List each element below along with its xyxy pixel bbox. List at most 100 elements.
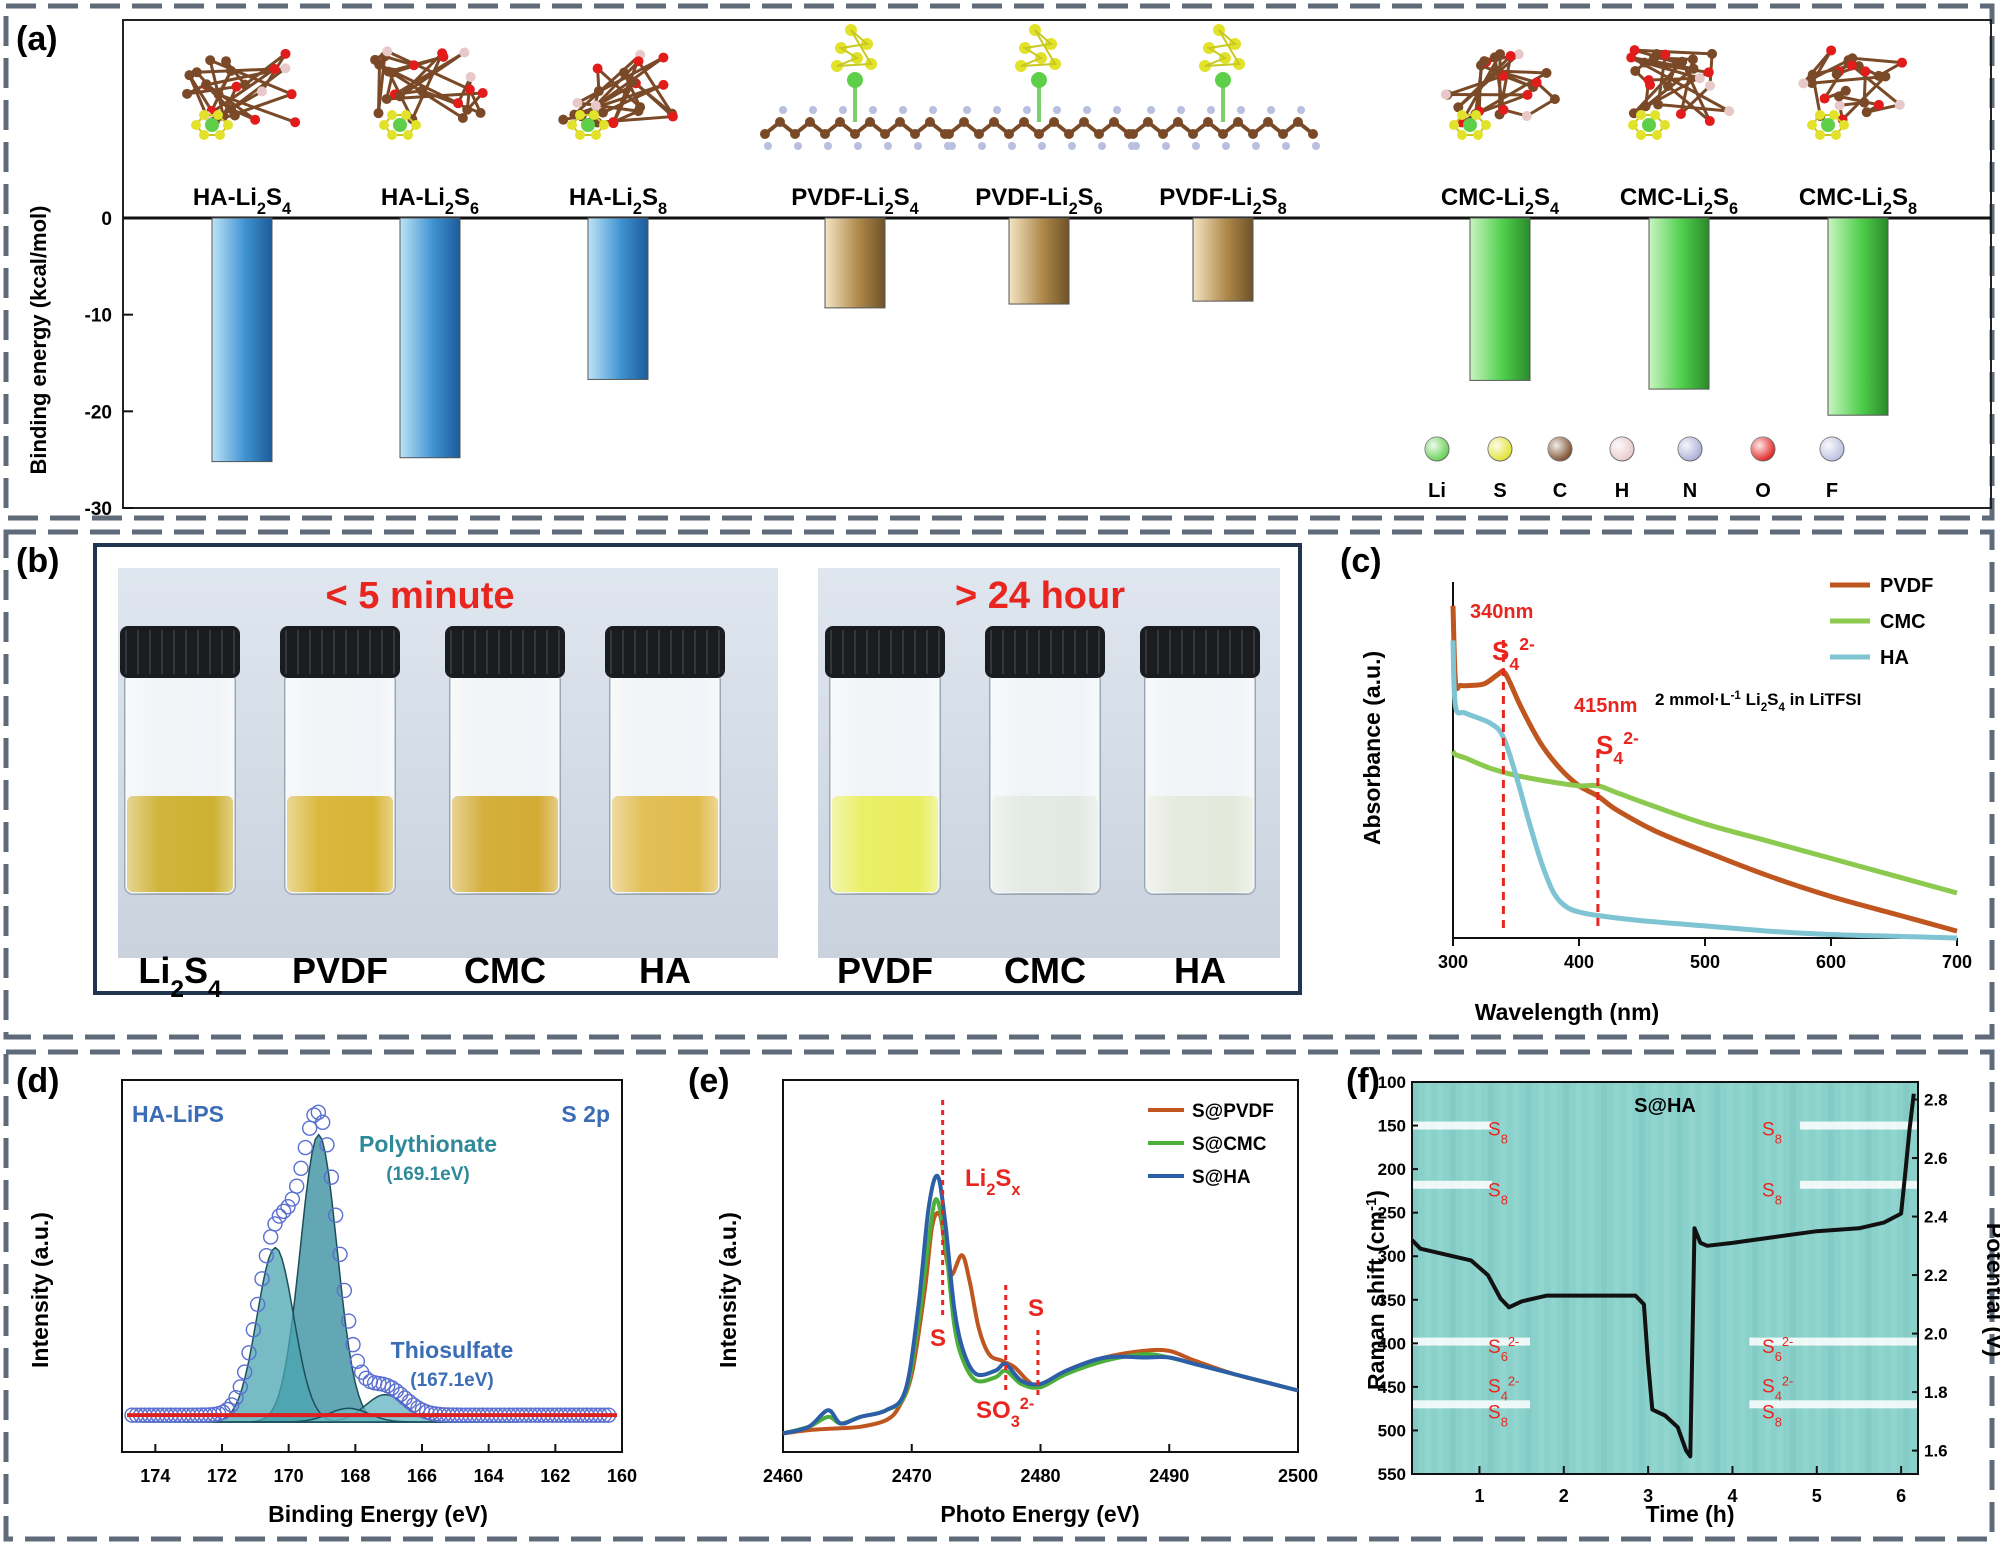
heatmap-texture [1613,1082,1620,1474]
chart-f-y2tick-label: 1.8 [1924,1383,1948,1402]
photo-title-right: > 24 hour [955,575,1125,617]
fluorine-atom [1192,142,1200,150]
chart-d-frame [121,1079,623,1453]
vial-right-1: CMC [985,626,1105,991]
chart-a-bars [211,217,1889,463]
atom [1894,99,1905,110]
atom [1640,101,1651,112]
fluorine-atom [1083,106,1091,114]
chart-d-title: HA-LiPS [132,1101,224,1127]
atom [597,107,608,118]
sulfur-atom [223,120,233,130]
legend-text-HA: HA [1880,647,1909,669]
bond [188,74,209,117]
molecule-PVDF-Li2S8 [1128,24,1320,150]
raman-band-218 [1412,1180,1493,1189]
envelope-point [280,1199,296,1215]
atom [572,97,583,108]
frame-def [3,1049,1995,1542]
atom [608,117,619,128]
fluorine-atom [809,106,817,114]
legend-text-S@HA: S@HA [1192,1167,1251,1188]
sulfur-atom [591,130,601,140]
bond [1460,53,1502,124]
chart-c-xtick-label: 600 [1816,952,1846,972]
envelope-point [267,1216,283,1232]
species-left-2: S62- [1488,1334,1519,1364]
atom [256,86,267,97]
bond [230,90,263,111]
atom [633,106,644,117]
atom [1831,69,1842,80]
peak-label-polythionate: Polythionate [359,1131,497,1157]
heatmap-texture [1575,1082,1582,1474]
marker-ion-340: S42- [1492,634,1535,674]
atom [221,56,232,67]
raman-band-218 [1799,1180,1918,1189]
atom [593,86,604,97]
bond [1526,97,1556,118]
atom [1630,65,1641,76]
fluorine-atom [993,106,1001,114]
lithium-atom [1215,72,1231,88]
fluorine-atom [929,106,937,114]
atom [1819,93,1830,104]
atom [213,89,224,100]
fluorine-atom [978,142,986,150]
sulfur-atom [1628,120,1638,130]
atom [1826,45,1837,56]
vial-label: HA [1174,950,1226,991]
atom [395,91,406,102]
vial-highlight [830,672,940,894]
carbon-atom [850,129,860,139]
panel-label-a: (a) [16,20,58,58]
heatmap-texture [1764,1082,1771,1474]
species-left-4: S8 [1488,1402,1508,1429]
bond [1446,74,1504,97]
fluorine-atom [1252,142,1260,150]
fluorine-atom [899,106,907,114]
category-label-PVDF-Li2S8: PVDF-Li2S8 [1159,184,1287,218]
raman-band-398 [1412,1337,1531,1346]
sulfur-atom [1829,110,1839,120]
lithium-atom [393,118,407,132]
chart-f-ytick-label: 550 [1378,1465,1406,1484]
atom [1453,102,1464,113]
atom [205,55,216,66]
chart-d-xtick-label: 168 [340,1466,370,1486]
species-right-0: S8 [1762,1119,1782,1146]
atom [226,104,237,115]
legend-text-S@CMC: S@CMC [1192,1134,1267,1155]
atom [1873,70,1884,81]
atom [658,52,669,63]
carbon-atom [1128,129,1138,139]
envelope-point [236,1364,253,1380]
chart-raman: 1 2 3 4 5 6 100 150 200 250 300 350 400 450 500 550 1.6 1… [1363,1073,2000,1527]
heatmap-texture [1714,1082,1721,1474]
carbon-atom [1094,129,1104,139]
chart-e-xtick-label: 2480 [1020,1466,1060,1486]
carbon-atom [1218,129,1228,139]
chart-e-xlabel: Photo Energy (eV) [940,1501,1139,1527]
envelope-point [310,1104,327,1121]
carbon-atom [974,129,984,139]
atom [182,88,193,99]
atom [269,63,280,74]
photo-title-left: < 5 minute [326,575,515,617]
carbon-atom [820,129,830,139]
vial-label: Li2S4 [138,950,222,1003]
panel-label-b: (b) [16,542,59,580]
chart-f-ytick-label: 150 [1378,1117,1406,1136]
bond [1811,74,1886,85]
heatmap-texture [1802,1082,1809,1474]
atom [1688,63,1699,74]
carbon-atom [1188,129,1198,139]
envelope-point [284,1191,301,1207]
envelope-point [345,1336,361,1353]
category-label-PVDF-Li2S4: PVDF-Li2S4 [791,184,919,218]
sulfur-atom [199,110,209,120]
chart-f-ytick-label: 300 [1378,1247,1406,1266]
chart-c-xtick-label: 700 [1942,952,1972,972]
fluorine-atom [1162,142,1170,150]
fluorine-atom [779,106,787,114]
